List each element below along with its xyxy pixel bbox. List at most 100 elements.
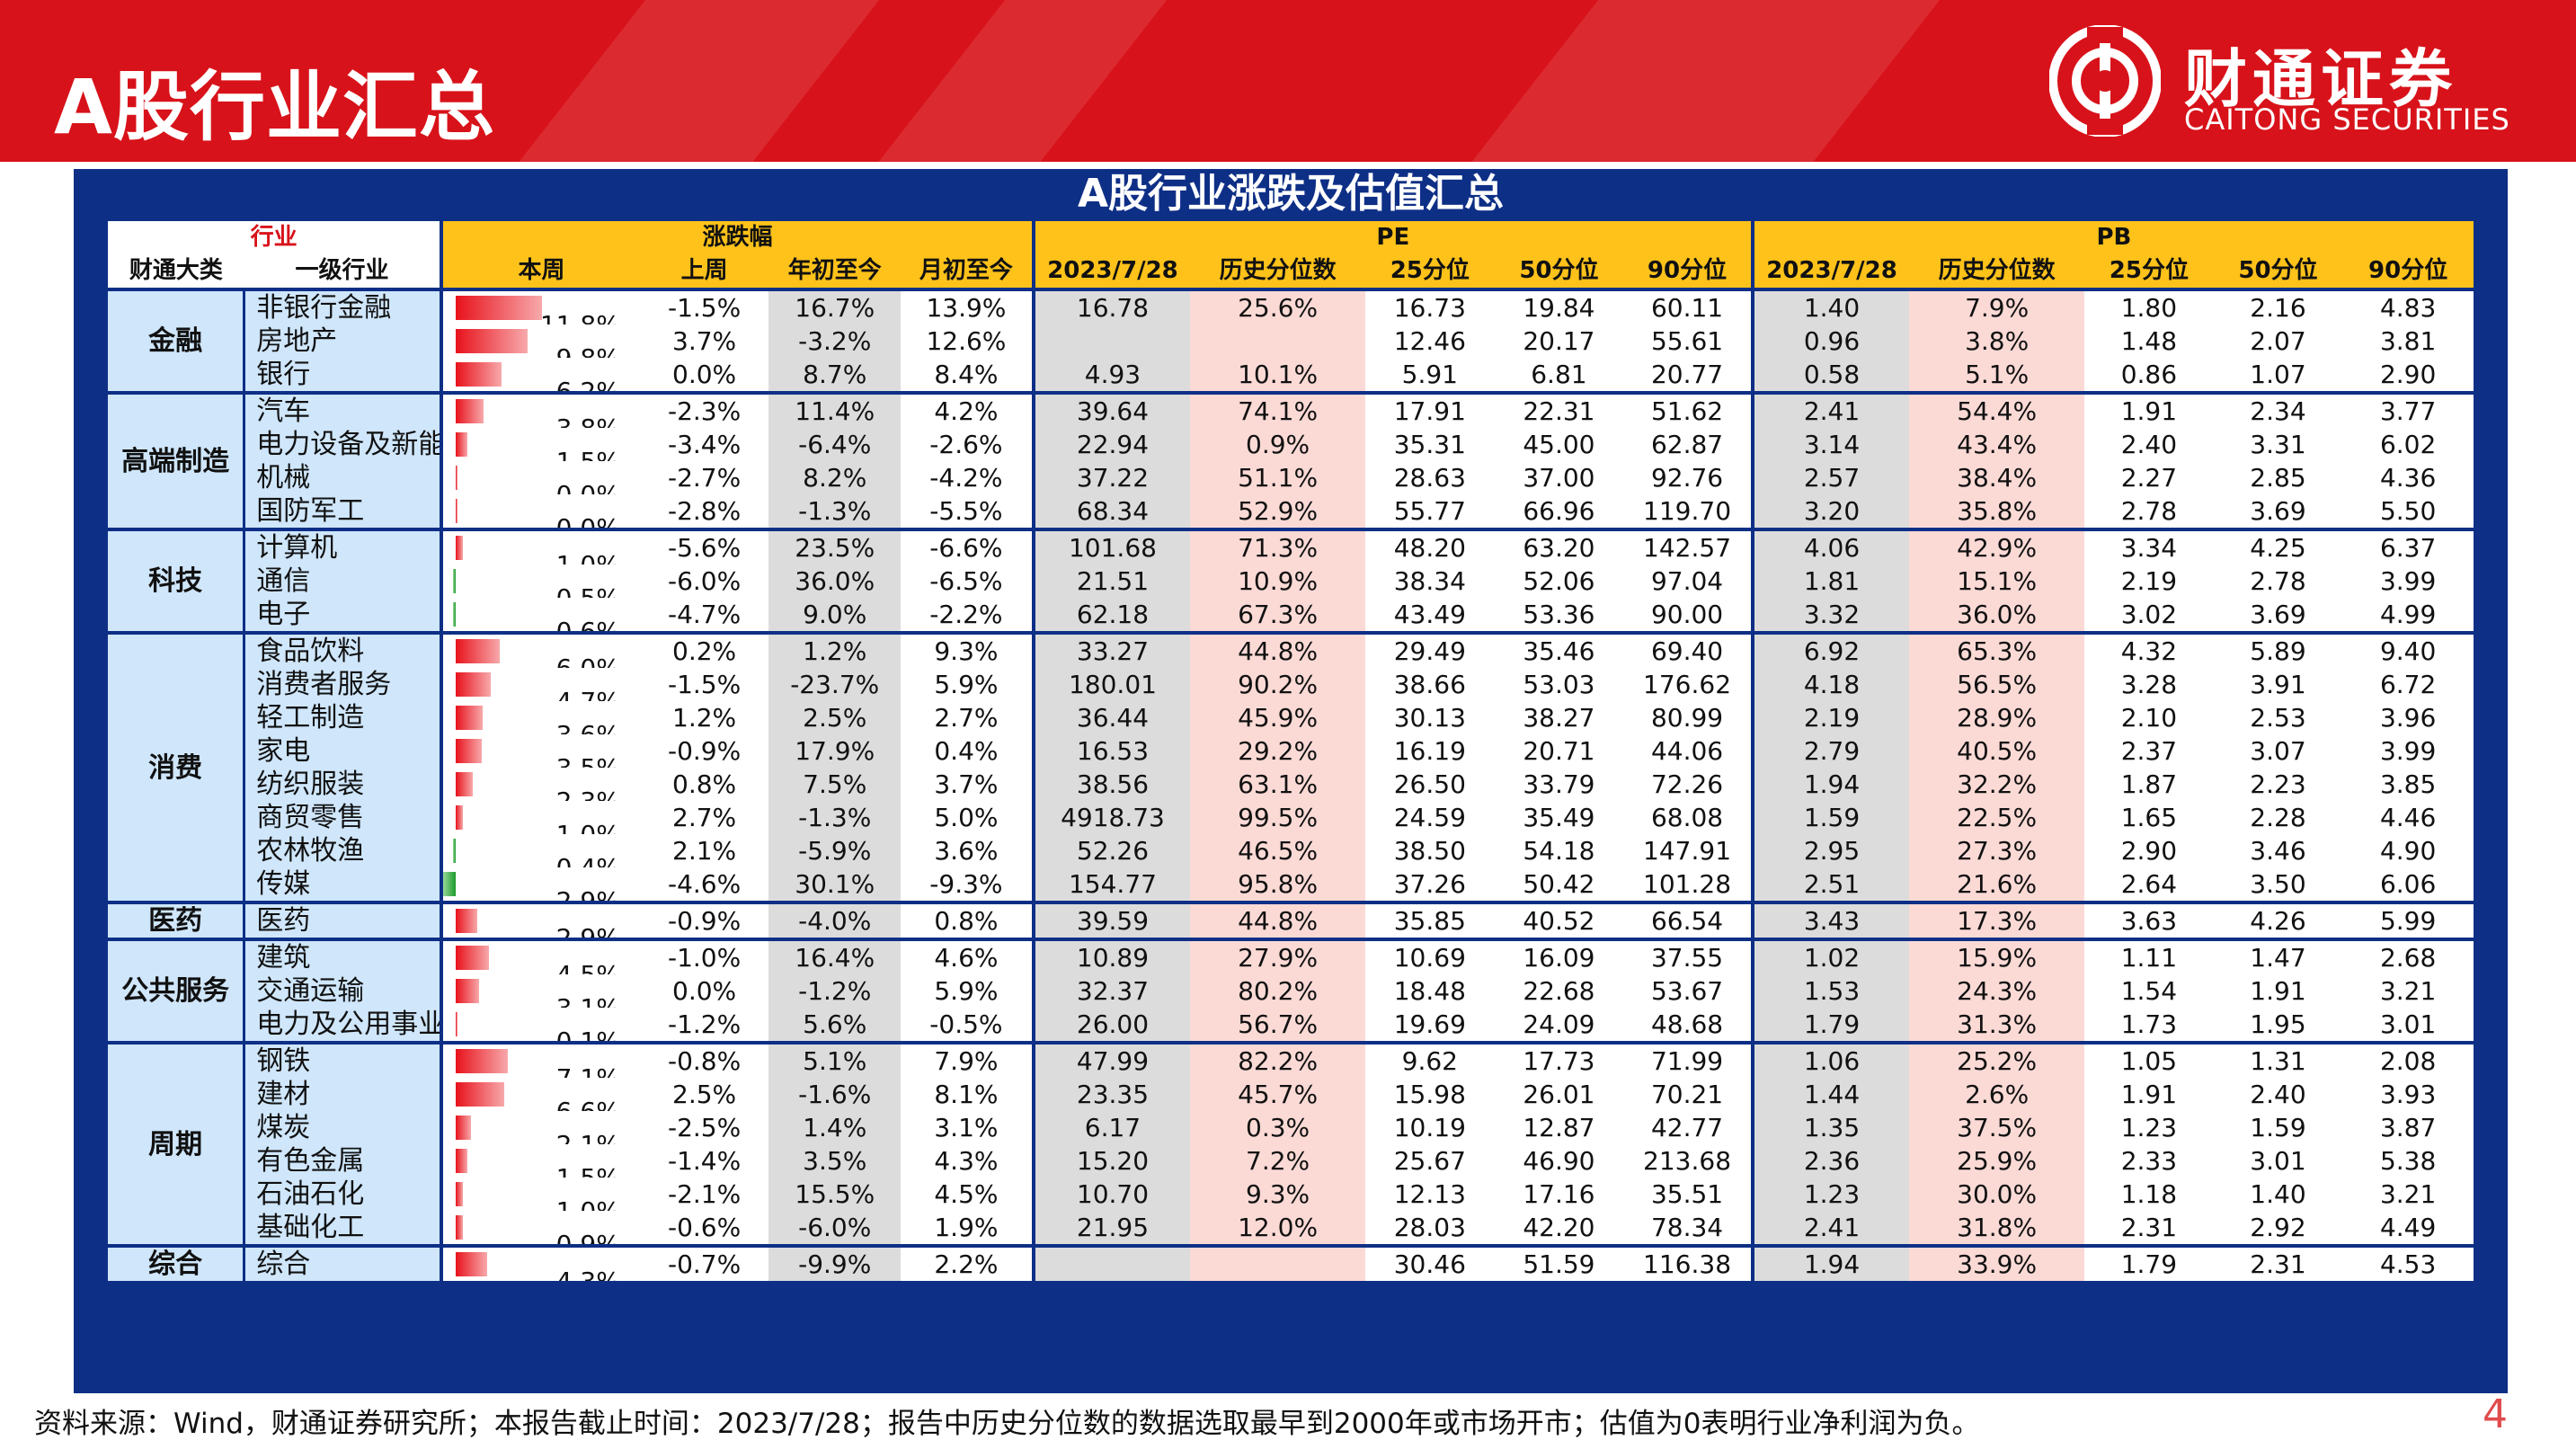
change-bar	[456, 1049, 509, 1073]
industry-name: 银行	[244, 358, 443, 393]
change-bar	[456, 639, 501, 663]
pe-p50-cell: 17.16	[1523, 1179, 1595, 1209]
pe-current-cell: 47.99	[1031, 1041, 1191, 1078]
ytd-cell: 17.9%	[768, 734, 902, 768]
mtd-cell: 0.8%	[901, 901, 1034, 939]
industry-name: 非银行金融	[244, 288, 443, 324]
last-week-cell: -2.8%	[667, 496, 742, 526]
industry-name: 传媒	[244, 867, 443, 902]
table-row: 科技 计算机 1.0% -5.6% 23.5% -6.6% 101.68 71.3% 48.20…	[108, 528, 2474, 633]
pb-p25-cell: 2.31	[2120, 1213, 2178, 1242]
pb-p50-cell: 2.34	[2213, 391, 2343, 428]
pe-p50-cell: 38.27	[1523, 703, 1595, 733]
industry-name: 有色金属	[244, 1144, 443, 1178]
pb-current-cell: 2.51	[1750, 867, 1910, 902]
pe-p25-cell: 10.69	[1365, 938, 1495, 974]
pe-percentile-cell: 0.9%	[1190, 428, 1366, 461]
pe-percentile-cell: 9.3%	[1190, 1178, 1366, 1211]
industry-name: 钢铁	[244, 1041, 443, 1078]
pe-current-cell: 10.70	[1031, 1178, 1191, 1211]
change-bar	[456, 672, 491, 697]
pe-p50-cell: 51.59	[1494, 1244, 1624, 1281]
change-bar	[456, 1215, 463, 1240]
pb-percentile-cell: 25.2%	[1909, 1041, 2085, 1078]
pb-percentile-cell: 40.5%	[1909, 734, 2085, 768]
pe-percentile-cell: 90.2%	[1190, 668, 1366, 701]
logo-chinese: 财通证券	[2184, 42, 2457, 116]
pe-percentile-cell: 10.9%	[1190, 564, 1366, 598]
pe-p25-cell: 19.69	[1393, 1009, 1466, 1039]
pb-current-cell: 2.79	[1750, 734, 1910, 768]
pe-p25-cell: 25.67	[1393, 1146, 1466, 1176]
pe-p25-cell: 30.13	[1393, 703, 1466, 733]
pb-p25-cell: 1.05	[2084, 1041, 2214, 1078]
this-week-value: 3.8%	[555, 413, 620, 429]
pb-p50-cell: 3.69	[2250, 496, 2306, 526]
table-row: 传媒 -2.9% -4.6% 30.1% -9.3% 154.77 95.8% 37.26 50…	[108, 867, 2474, 902]
ytd-cell: -23.7%	[768, 668, 902, 701]
pb-percentile-cell: 65.3%	[1909, 631, 2085, 668]
pb-percentile-cell: 24.3%	[1909, 974, 2085, 1008]
pe-p90-cell: 42.77	[1650, 1113, 1724, 1142]
pe-percentile-cell: 12.0%	[1190, 1211, 1366, 1246]
pe-p90-cell: 20.77	[1650, 360, 1724, 389]
logo-english: CAITONG SECURITIES	[2184, 102, 2510, 137]
ytd-cell: -4.0%	[768, 901, 902, 939]
ytd-cell: 9.0%	[768, 598, 902, 633]
pe-p50-cell: 26.01	[1523, 1080, 1595, 1109]
last-week-cell: 2.1%	[672, 836, 737, 866]
pe-p50-cell: 16.09	[1494, 938, 1624, 974]
pe-percentile-cell	[1190, 324, 1366, 358]
mtd-cell: 4.2%	[901, 391, 1034, 428]
col-header-pe-current: 2023/7/28	[1031, 254, 1191, 289]
pe-p50-cell: 6.81	[1531, 360, 1587, 389]
pe-p25-cell: 10.19	[1393, 1113, 1466, 1142]
pe-p25-cell: 12.13	[1393, 1179, 1466, 1209]
this-week-value: 0.0%	[555, 512, 620, 530]
pb-current-cell: 1.23	[1750, 1178, 1910, 1211]
pb-percentile-cell: 42.9%	[1909, 528, 2085, 564]
pe-p25-cell: 16.19	[1393, 736, 1466, 766]
industry-name: 基础化工	[244, 1211, 443, 1246]
ytd-cell: -6.4%	[768, 428, 902, 461]
ytd-cell: 2.5%	[768, 701, 902, 734]
col-header-pe-p90: 90分位	[1623, 254, 1753, 289]
this-week-cell: 1.0%	[440, 528, 640, 564]
pb-current-cell: 2.95	[1750, 834, 1910, 867]
pe-p90-cell: 90.00	[1650, 600, 1724, 629]
pe-percentile-cell: 56.7%	[1190, 1008, 1366, 1043]
pe-p50-cell: 20.17	[1523, 326, 1595, 356]
this-week-value: 4.5%	[555, 959, 620, 975]
table-row: 高端制造 汽车 3.8% -2.3% 11.4% 4.2% 39.64 74.1% 17.91 2…	[108, 391, 2474, 529]
last-week-cell: 3.7%	[672, 326, 737, 356]
industry-name: 汽车	[244, 391, 443, 428]
pb-p50-cell: 2.85	[2250, 463, 2306, 493]
industry-name: 消费者服务	[244, 668, 443, 701]
pb-percentile-cell: 22.5%	[1909, 801, 2085, 834]
pb-current-cell: 2.41	[1750, 391, 1910, 428]
col-header-mtd: 月初至今	[901, 254, 1034, 289]
pe-p50-cell: 12.87	[1523, 1113, 1595, 1142]
pb-percentile-cell: 54.4%	[1909, 391, 2085, 428]
pb-p90-cell: 6.02	[2379, 430, 2437, 459]
pe-percentile-cell: 10.1%	[1190, 358, 1366, 393]
last-week-cell: -0.9%	[639, 901, 769, 939]
pb-p50-cell: 1.07	[2250, 360, 2306, 389]
pe-p90-cell: 78.34	[1650, 1213, 1724, 1242]
this-week-cell: 0.0%	[440, 494, 640, 530]
pe-p90-cell: 119.70	[1643, 496, 1732, 526]
pe-percentile-cell: 7.2%	[1190, 1144, 1366, 1178]
pe-percentile-cell: 44.8%	[1190, 631, 1366, 668]
this-week-cell: -0.5%	[440, 564, 640, 598]
pb-current-cell: 1.44	[1750, 1078, 1910, 1111]
this-week-value: 3.6%	[555, 719, 620, 735]
this-week-cell: -0.6%	[440, 598, 640, 633]
pb-percentile-cell: 38.4%	[1909, 461, 2085, 494]
last-week-cell: -0.8%	[639, 1041, 769, 1078]
ytd-cell: -6.0%	[768, 1211, 902, 1246]
this-week-value: 0.0%	[555, 479, 620, 495]
this-week-value: 4.7%	[555, 686, 620, 702]
pe-percentile-cell: 45.9%	[1190, 701, 1366, 734]
industry-name: 国防军工	[244, 494, 443, 529]
pb-p50-cell: 2.16	[2213, 288, 2343, 324]
